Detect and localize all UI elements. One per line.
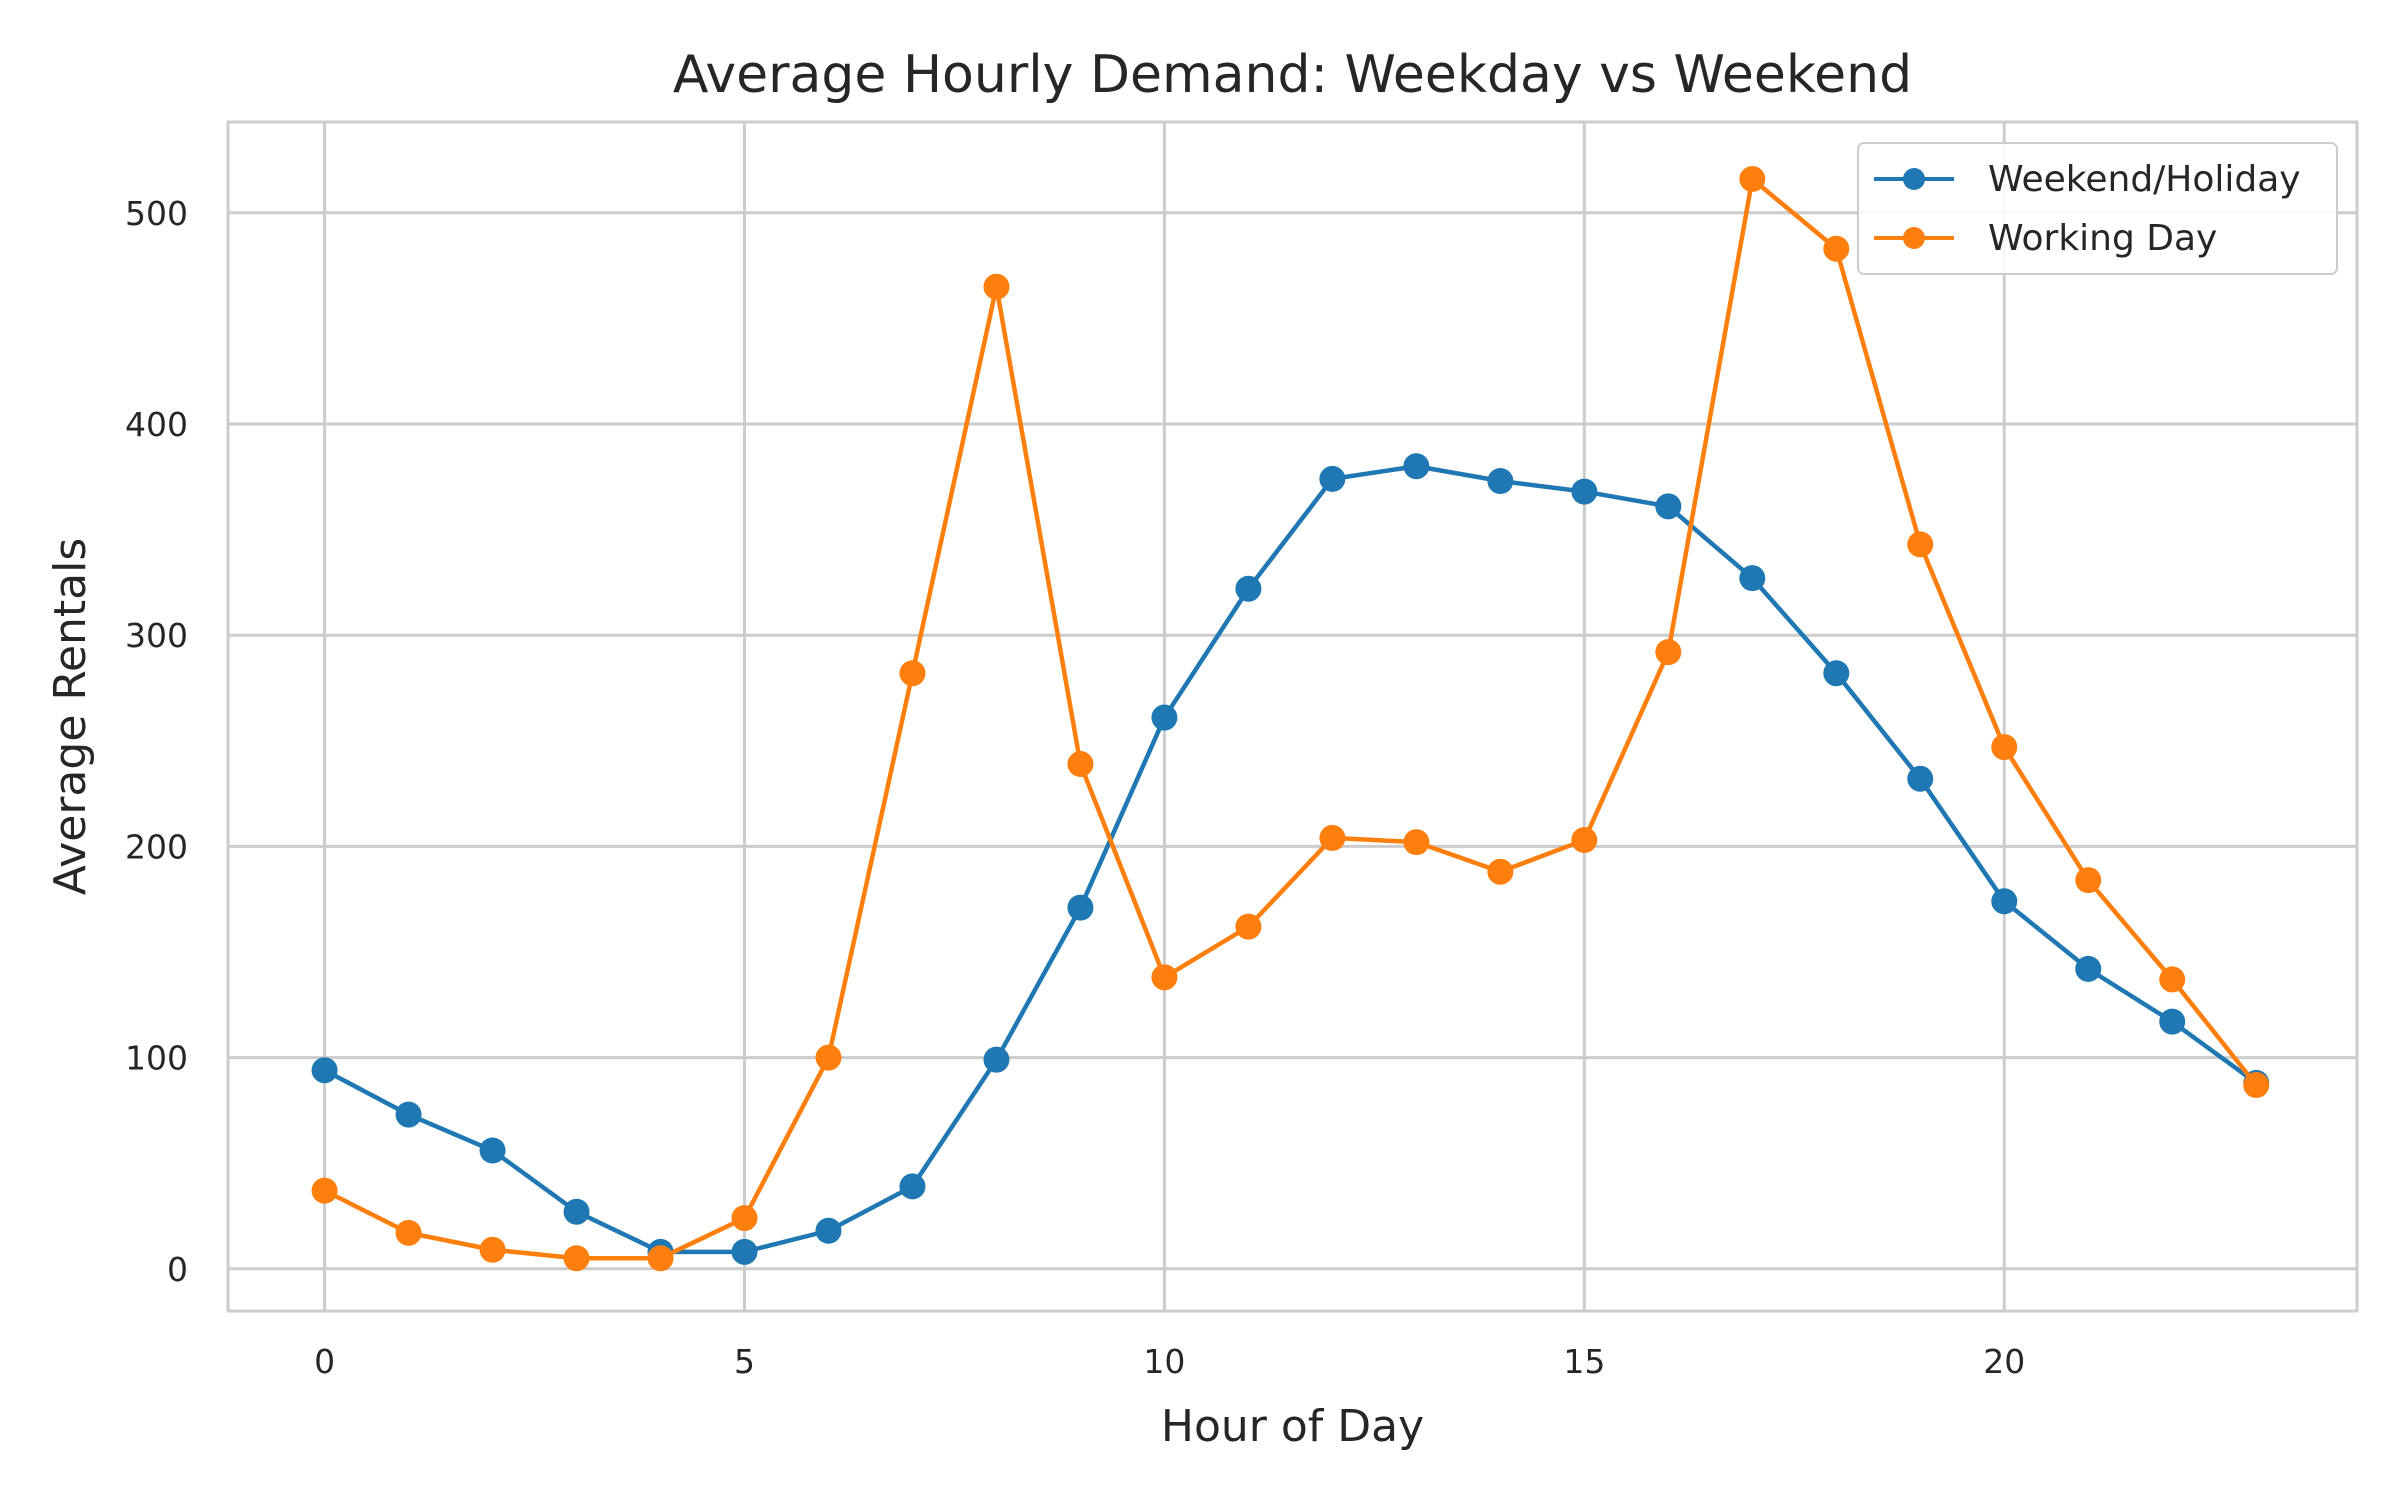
legend-marker-working-day — [1903, 227, 1925, 249]
data-point — [1487, 858, 1514, 885]
y-tick-label: 400 — [125, 405, 188, 444]
data-point — [395, 1219, 422, 1246]
legend-entry-working-day: Working Day — [1874, 218, 2217, 259]
data-point — [311, 1177, 338, 1204]
legend-box — [1857, 142, 2338, 275]
series-line — [323, 463, 2258, 1255]
data-point — [1739, 565, 1766, 592]
data-point — [2075, 955, 2102, 982]
y-tick-label: 0 — [167, 1250, 188, 1289]
plot-area-frame — [226, 120, 2359, 1313]
y-tick-label: 300 — [125, 616, 188, 655]
data-point — [1907, 531, 1934, 558]
data-point — [731, 1238, 758, 1265]
data-point — [395, 1101, 422, 1128]
chart-title: Average Hourly Demand: Weekday vs Weeken… — [673, 45, 1912, 105]
legend-label-working-day: Working Day — [1988, 218, 2217, 259]
data-point — [1067, 751, 1094, 778]
series-group — [311, 166, 2270, 1272]
y-axis-title: Average Rentals — [45, 538, 96, 896]
data-point — [983, 1046, 1010, 1073]
data-point — [1571, 827, 1598, 854]
data-point — [815, 1217, 842, 1244]
data-point — [563, 1198, 590, 1225]
data-point — [2243, 1072, 2270, 1099]
x-axis-title: Hour of Day — [1161, 1401, 1424, 1452]
legend-marker-weekend — [1903, 168, 1925, 190]
y-tick-label: 100 — [125, 1039, 188, 1078]
legend-entry-weekend: Weekend/Holiday — [1874, 159, 2301, 200]
x-tick-label: 15 — [1563, 1342, 1605, 1381]
grid — [228, 122, 2357, 1311]
data-point — [1487, 468, 1514, 495]
data-point — [1823, 235, 1850, 262]
data-point — [899, 660, 926, 687]
data-point — [983, 273, 1010, 300]
data-point — [1991, 734, 2018, 761]
legend-label-weekend: Weekend/Holiday — [1988, 159, 2301, 200]
data-point — [1655, 639, 1682, 666]
data-point — [1655, 493, 1682, 520]
x-tick-label: 10 — [1143, 1342, 1185, 1381]
data-point — [647, 1245, 674, 1272]
data-point — [1823, 660, 1850, 687]
data-point — [1319, 465, 1346, 492]
data-point — [311, 1057, 338, 1084]
data-point — [815, 1044, 842, 1071]
data-point — [1319, 824, 1346, 851]
data-point — [1403, 453, 1430, 480]
data-point — [1151, 964, 1178, 991]
data-point — [2159, 966, 2186, 993]
data-point — [1235, 575, 1262, 602]
x-tick-label: 5 — [734, 1342, 755, 1381]
data-point — [1991, 888, 2018, 915]
data-point — [479, 1236, 506, 1263]
y-tick-label: 200 — [125, 827, 188, 866]
series-working-day — [311, 166, 2270, 1272]
data-point — [1907, 765, 1934, 792]
data-point — [1571, 478, 1598, 505]
data-point — [563, 1245, 590, 1272]
data-point — [2159, 1008, 2186, 1035]
x-tick-label: 20 — [1983, 1342, 2025, 1381]
y-tick-label: 500 — [125, 194, 188, 233]
data-point — [1067, 894, 1094, 921]
legend: Weekend/Holiday Working Day — [1857, 142, 2338, 275]
data-point — [899, 1173, 926, 1200]
x-tick-label: 0 — [314, 1342, 335, 1381]
data-point — [479, 1137, 506, 1164]
data-point — [1151, 704, 1178, 731]
data-point — [2075, 867, 2102, 894]
data-point — [1739, 166, 1766, 193]
series-weekend-holiday — [311, 453, 2270, 1265]
series-line — [323, 176, 2258, 1261]
data-point — [731, 1205, 758, 1232]
data-point — [1403, 829, 1430, 856]
data-point — [1235, 913, 1262, 940]
